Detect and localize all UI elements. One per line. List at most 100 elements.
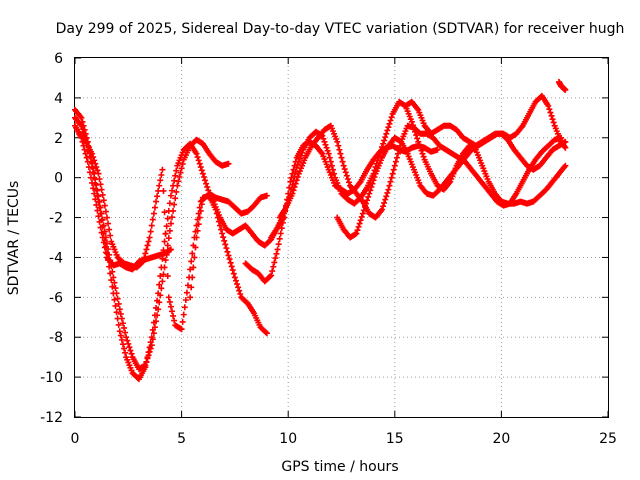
data-point [291,183,298,190]
data-point [329,166,336,173]
data-point [390,166,397,173]
data-point [232,277,239,284]
data-point [396,146,403,153]
data-point [165,294,172,301]
x-tick-label: 20 [492,431,510,447]
data-point [155,290,162,297]
data-point [85,164,92,171]
series-trace [402,98,569,173]
x-tick-label: 5 [177,431,186,447]
data-point [139,259,146,266]
data-point [173,167,180,174]
data-point [102,208,109,215]
data-point [370,177,377,184]
data-point [196,160,203,167]
data-point [274,246,281,253]
data-point [164,215,171,222]
data-point [187,266,194,273]
data-point [357,217,364,224]
data-point [187,294,194,301]
data-point [161,238,168,245]
data-point [353,230,360,237]
data-point [226,256,233,263]
data-point [158,285,165,292]
data-point [94,167,101,174]
series-trace [187,192,270,337]
data-point [227,259,234,266]
data-point [107,232,114,239]
data-point [188,258,195,265]
data-point [157,273,164,280]
data-point [276,235,283,242]
data-point [562,86,569,93]
data-point [230,270,237,277]
data-point [272,255,279,262]
data-point [164,273,171,280]
data-point [163,223,170,230]
data-point [414,135,421,142]
data-point [220,234,227,241]
data-point [193,234,200,241]
data-point [273,250,280,257]
data-point [384,189,391,196]
data-point [562,138,569,145]
data-point [222,241,229,248]
data-point [171,317,178,324]
data-point [275,241,282,248]
data-point [193,150,200,157]
data-point [295,158,302,165]
data-point [417,144,424,151]
data-point [117,332,124,339]
data-point [121,345,128,352]
data-point [326,154,333,161]
data-point [270,263,277,270]
data-point [95,170,102,177]
y-tick-label: -2 [49,211,63,227]
data-point [361,203,368,210]
data-point [380,140,387,147]
data-point [369,180,376,187]
data-point [156,281,163,288]
data-point [340,162,347,169]
data-point [205,187,212,194]
data-point [148,222,155,229]
data-point [119,320,126,327]
data-point [368,183,375,190]
y-tick-label: -6 [49,290,63,306]
data-point [147,339,154,346]
data-point [234,281,241,288]
data-point [224,248,231,255]
data-point [188,284,195,291]
data-point [408,118,415,125]
data-point [149,216,156,223]
data-point [102,249,109,256]
data-point [149,326,156,333]
data-point [92,196,99,203]
y-tick-label: -10 [40,370,63,386]
chart-title: Day 299 of 2025, Sidereal Day-to-day VTE… [56,21,625,37]
data-point [112,302,119,309]
data-point [385,186,392,193]
data-point [196,214,203,221]
data-point [379,206,386,213]
data-point [147,228,154,235]
y-tick-label: -8 [49,330,63,346]
data-point [116,328,123,335]
data-point [79,126,86,133]
data-point [212,206,219,213]
data-point [91,157,98,164]
data-point [144,242,151,249]
data-point [103,214,110,221]
data-point [128,350,135,357]
data-point [287,178,294,185]
data-point [228,263,235,270]
data-point [100,197,107,204]
data-point [386,182,393,189]
data-point [197,164,204,171]
data-point [339,158,346,165]
data-point [145,349,152,356]
data-point [178,326,185,333]
data-point [83,154,90,161]
data-point [360,207,367,214]
data-point [190,264,197,271]
